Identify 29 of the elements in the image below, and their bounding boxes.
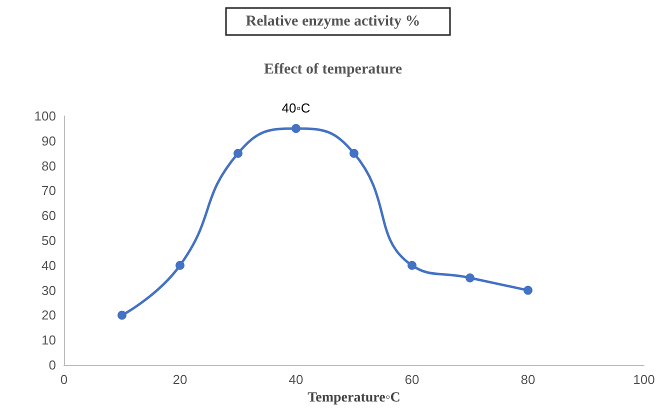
x-tick-label: 20	[172, 372, 188, 387]
point	[118, 310, 126, 320]
point	[234, 148, 242, 158]
y-tick-label: 80	[42, 158, 56, 174]
y-tick-label: 70	[42, 183, 56, 198]
y-tick-label: 30	[42, 282, 56, 298]
point	[524, 286, 532, 295]
y-tick-label: 10	[42, 332, 56, 348]
y-tick-label: 40	[42, 258, 56, 273]
y-tick-label: 100	[34, 108, 56, 124]
x-tick-label: 80	[520, 372, 536, 387]
point	[176, 260, 184, 270]
x-axis-title: Temperature◦C	[308, 390, 400, 406]
point	[466, 273, 474, 282]
chart-subtitle: Effect of temperature	[264, 62, 402, 78]
annotation: 40◦C	[282, 100, 310, 116]
point	[350, 148, 358, 158]
y-tick-label: 20	[42, 308, 56, 323]
chart-title: Relative enzyme activity %	[246, 14, 420, 30]
x-tick-label: 100	[633, 372, 655, 387]
y-tick-label: 0	[48, 358, 56, 372]
y-tick-label: 60	[42, 208, 56, 224]
x-tick-label: 60	[404, 372, 420, 387]
x-tick-label: 40	[288, 372, 304, 387]
x-tick-label: 0	[60, 372, 68, 387]
point	[292, 124, 300, 133]
point	[408, 260, 416, 270]
y-tick-label: 90	[42, 133, 56, 148]
y-tick-label: 50	[42, 233, 56, 248]
